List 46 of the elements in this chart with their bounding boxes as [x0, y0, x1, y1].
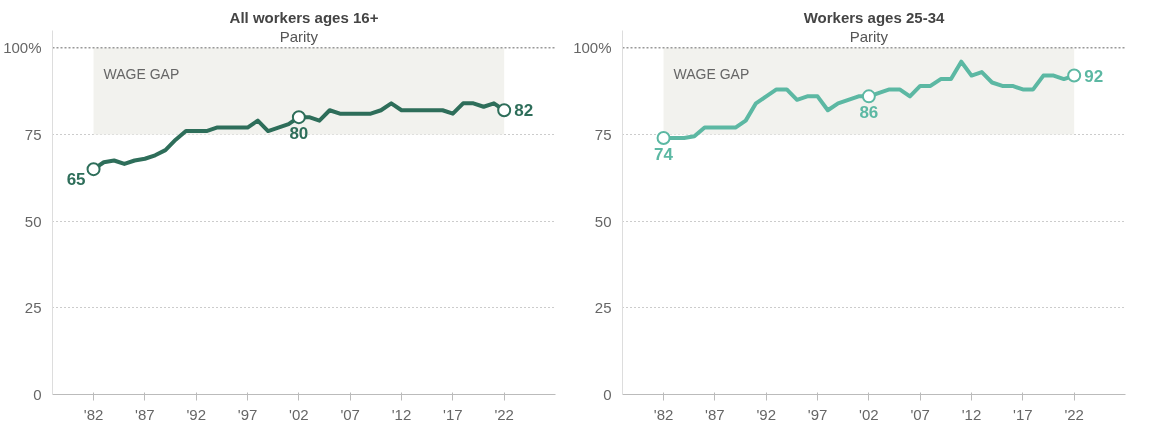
- point: [656, 130, 671, 145]
- point: [497, 103, 512, 118]
- x-tick-label: '22: [1064, 405, 1084, 423]
- x-tick-label: '92: [186, 405, 206, 423]
- x-tick-label: '82: [653, 405, 674, 423]
- point: [1067, 68, 1082, 83]
- chart-title: Workers ages 25-34: [803, 8, 945, 26]
- data-label: 74: [654, 144, 674, 164]
- x-tick-label: '17: [1013, 405, 1033, 423]
- x-tick-label: '22: [494, 405, 514, 423]
- x-tick-label: '97: [807, 405, 828, 423]
- y-tick-label: 0: [33, 386, 42, 403]
- data-label: 82: [514, 101, 534, 121]
- x-tick-label: '07: [340, 405, 360, 423]
- y-tick-label: 50: [594, 212, 612, 230]
- y-tick-label: 0: [603, 386, 612, 403]
- y-tick-label: 50: [24, 212, 42, 230]
- data-label: 86: [859, 103, 879, 123]
- x-tick-label: '82: [83, 405, 104, 423]
- x-tick-label: '97: [237, 405, 258, 423]
- y-tick-label: 25: [24, 299, 42, 317]
- y-tick-label: 100%: [573, 39, 612, 57]
- point: [291, 110, 306, 125]
- data-label: 65: [66, 170, 86, 190]
- y-tick-label: 75: [594, 126, 612, 143]
- data-label: 92: [1084, 66, 1104, 86]
- x-tick-label: '02: [859, 405, 879, 423]
- x-tick-label: '92: [756, 405, 776, 423]
- x-tick-label: '02: [289, 405, 309, 423]
- band-label: WAGE GAP: [103, 65, 180, 82]
- x-tick-label: '17: [443, 405, 463, 423]
- data-label: 80: [289, 124, 309, 144]
- y-tick-label: 75: [24, 126, 42, 143]
- y-tick-label: 100%: [3, 39, 42, 57]
- x-tick-label: '12: [391, 405, 412, 423]
- ref-line-label: Parity: [279, 27, 319, 45]
- ref-line-label: Parity: [849, 27, 889, 45]
- y-tick-label: 25: [594, 299, 612, 317]
- x-tick-label: '87: [135, 405, 155, 423]
- point: [86, 162, 101, 177]
- band-label: WAGE GAP: [673, 65, 750, 82]
- chart-title: All workers ages 16+: [229, 8, 379, 26]
- point: [861, 89, 876, 104]
- x-tick-label: '12: [961, 405, 982, 423]
- x-tick-label: '87: [705, 405, 725, 423]
- x-tick-label: '07: [910, 405, 930, 423]
